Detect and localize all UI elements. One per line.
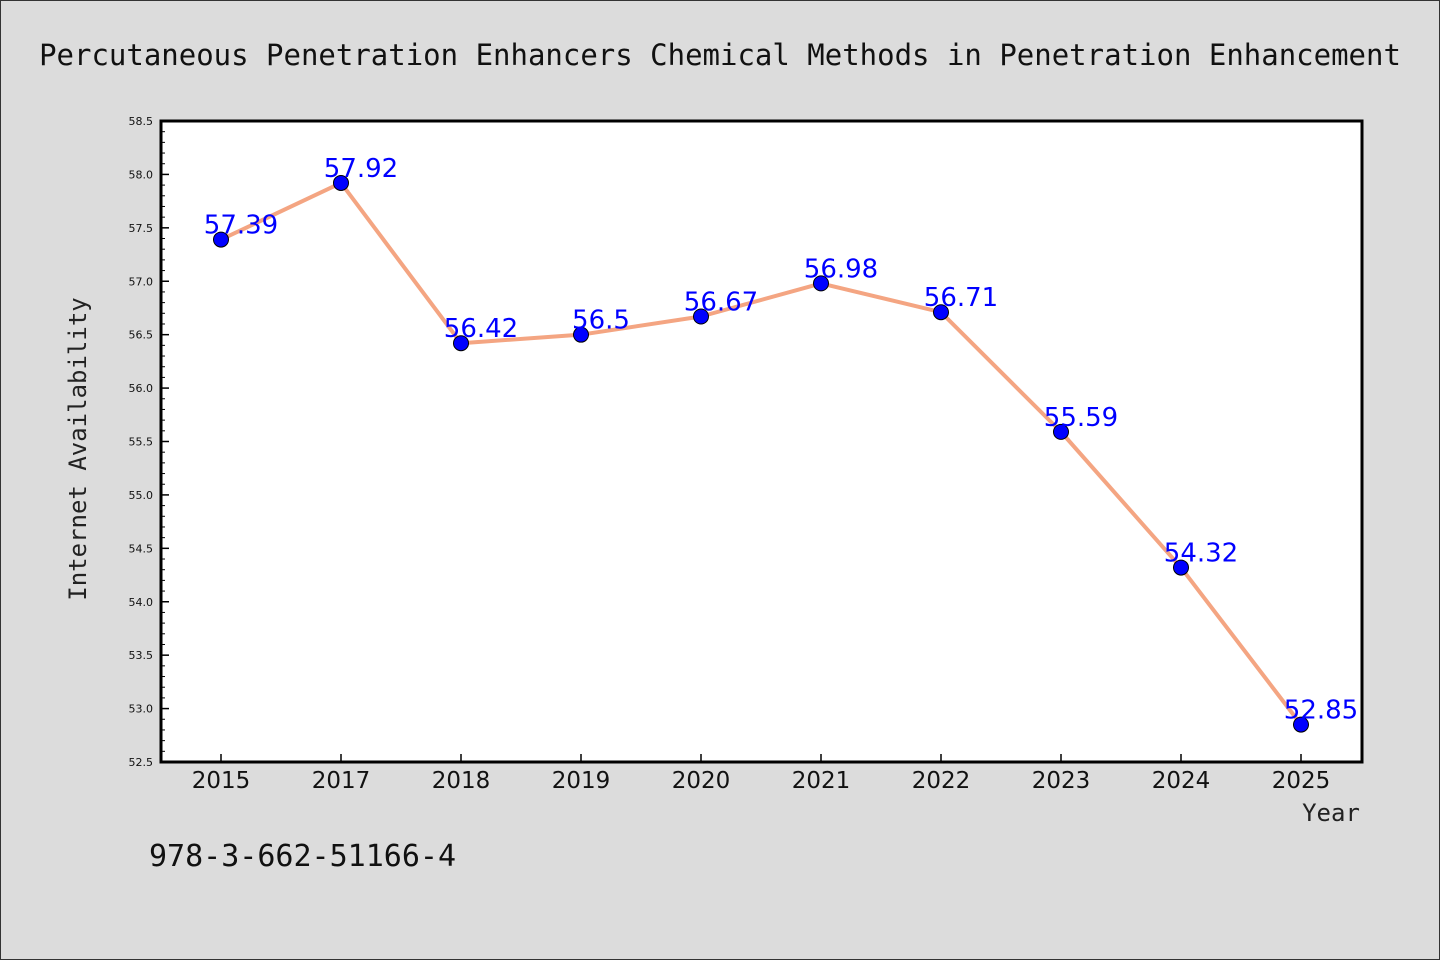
- data-point: [1173, 559, 1189, 576]
- y-tick-label: 58.5: [129, 115, 154, 128]
- y-tick-label: 56.5: [129, 329, 154, 342]
- x-tick-label: 2021: [792, 768, 851, 794]
- data-point: [933, 304, 949, 321]
- data-labels: 57.39 57.92 56.42 56.5 56.67 56.98 56.71 55.59 5…: [204, 154, 1358, 726]
- y-tick-label: 54.5: [129, 542, 154, 555]
- data-point: [1053, 423, 1069, 440]
- series-line: [219, 180, 1303, 727]
- y-tick-label: 55.0: [129, 489, 154, 502]
- data-label: 55.59: [1044, 403, 1118, 433]
- data-label: 57.92: [324, 154, 398, 184]
- x-tick-label: 2020: [672, 768, 731, 794]
- data-point: [693, 308, 709, 325]
- data-point: [453, 335, 469, 352]
- data-label: 56.42: [444, 314, 518, 344]
- chart-title: Percutaneous Penetration Enhancers Chemi…: [39, 38, 1401, 72]
- data-point: [813, 275, 829, 292]
- x-tick-label: 2022: [912, 768, 971, 794]
- x-axis-label: Year: [1302, 799, 1360, 827]
- y-tick-label: 54.0: [129, 596, 154, 609]
- x-tick-label: 2019: [552, 768, 611, 794]
- data-label: 56.98: [804, 254, 878, 284]
- x-tick-label: 2015: [192, 768, 251, 794]
- y-tick-label: 56.0: [129, 382, 154, 395]
- x-tick-label: 2025: [1272, 768, 1331, 794]
- x-tick-label: 2018: [432, 768, 491, 794]
- data-point: [333, 174, 349, 191]
- data-label: 56.5: [572, 306, 630, 336]
- y-tick-label: 58.0: [129, 168, 154, 181]
- data-point: [1293, 716, 1309, 733]
- y-axis: 52.5 53.0 53.5 54.0 54.5 55.0 55.5 56.0 56.5 57.0…: [129, 115, 169, 769]
- y-axis-label: Internet Availability: [64, 297, 92, 600]
- y-tick-label: 53.5: [129, 649, 154, 662]
- y-tick-label: 53.0: [129, 703, 154, 716]
- data-label: 57.39: [204, 211, 278, 241]
- data-point: [573, 326, 589, 343]
- x-tick-label: 2017: [312, 768, 371, 794]
- x-axis: 2015 2017 2018 2019 2020 2021 2022 2023 2024 2025: [192, 754, 1331, 794]
- x-tick-label: 2024: [1152, 768, 1211, 794]
- footer-isbn: 978-3-662-51166-4: [149, 839, 456, 874]
- data-label: 52.85: [1284, 696, 1358, 726]
- data-point: [213, 231, 229, 248]
- y-tick-label: 57.0: [129, 275, 154, 288]
- data-label: 54.32: [1164, 539, 1238, 569]
- data-label: 56.67: [684, 288, 758, 318]
- y-tick-label: 55.5: [129, 436, 154, 449]
- y-tick-label: 52.5: [129, 756, 154, 769]
- x-tick-label: 2023: [1032, 768, 1091, 794]
- y-tick-label: 57.5: [129, 222, 154, 235]
- data-markers: [213, 174, 1309, 733]
- data-label: 56.71: [924, 283, 998, 313]
- plot-area: [159, 119, 1364, 764]
